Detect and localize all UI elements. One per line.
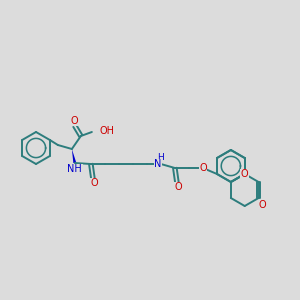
- Polygon shape: [72, 149, 76, 163]
- Text: OH: OH: [100, 126, 115, 136]
- Text: N: N: [154, 159, 161, 169]
- Text: H: H: [158, 154, 164, 163]
- Text: O: O: [174, 182, 182, 192]
- Text: O: O: [90, 178, 98, 188]
- Text: O: O: [70, 116, 78, 126]
- Text: O: O: [259, 200, 266, 210]
- Text: NH: NH: [68, 164, 82, 174]
- Text: O: O: [199, 163, 207, 173]
- Text: O: O: [241, 169, 248, 179]
